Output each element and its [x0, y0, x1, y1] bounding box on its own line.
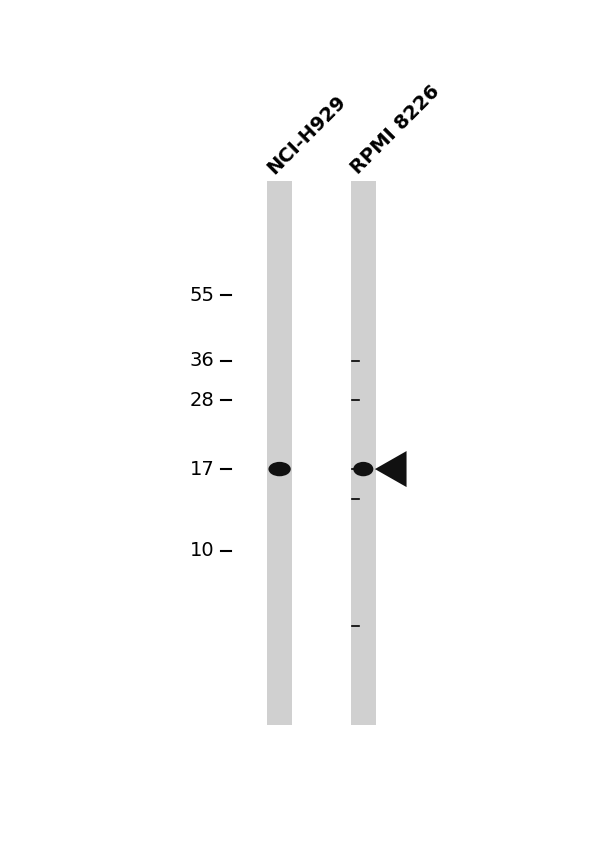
Text: 17: 17	[190, 460, 215, 478]
Ellipse shape	[268, 462, 291, 477]
Text: RPMI 8226: RPMI 8226	[347, 82, 443, 178]
Text: 28: 28	[190, 391, 215, 410]
Text: 10: 10	[190, 541, 215, 561]
Text: 36: 36	[190, 351, 215, 370]
Polygon shape	[375, 451, 407, 487]
Text: NCI-H929: NCI-H929	[264, 91, 350, 178]
Bar	[350, 180, 376, 725]
Bar	[267, 180, 292, 725]
Text: 55: 55	[190, 286, 215, 305]
Ellipse shape	[353, 462, 373, 477]
